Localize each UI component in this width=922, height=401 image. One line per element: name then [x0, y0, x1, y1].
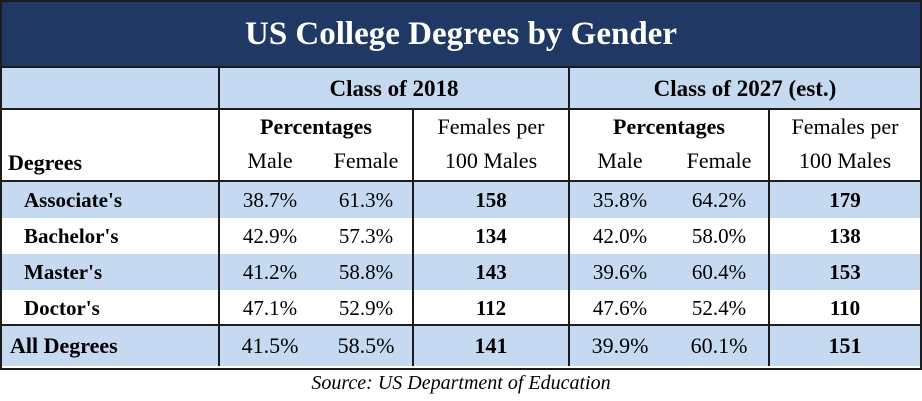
divider — [412, 326, 414, 366]
female-header-2027: Female — [686, 148, 752, 173]
divider — [218, 326, 220, 366]
female-2027: 58.0% — [691, 223, 747, 248]
divider — [218, 110, 220, 182]
divider — [218, 218, 220, 254]
fpm-header-2027-line1: Females per — [791, 114, 899, 139]
divider — [768, 218, 770, 254]
male-2018: 41.2% — [242, 259, 298, 284]
degree-label: Doctor's — [24, 295, 100, 320]
divider — [568, 68, 570, 110]
table-row: Doctor's 47.1% 52.9% 112 47.6% 52.4% 110 — [2, 290, 920, 326]
fpm-2018: 141 — [474, 333, 508, 358]
fpm-2018: 158 — [475, 187, 507, 212]
divider — [2, 108, 920, 110]
male-2018: 38.7% — [242, 187, 298, 212]
degree-label: All Degrees — [10, 333, 118, 358]
male-2018: 42.9% — [242, 223, 298, 248]
table-title: US College Degrees by Gender — [2, 2, 920, 68]
divider — [412, 218, 414, 254]
fpm-header-2018-line2: 100 Males — [444, 148, 538, 173]
divider — [568, 182, 570, 218]
male-2027: 35.8% — [592, 187, 648, 212]
divider — [568, 326, 570, 366]
divider — [768, 182, 770, 218]
divider — [218, 182, 220, 218]
divider — [218, 254, 220, 290]
degree-label: Bachelor's — [24, 223, 119, 248]
percentages-header-2018: Percentages — [260, 114, 372, 139]
fpm-2027: 153 — [829, 259, 861, 284]
fpm-2027: 179 — [829, 187, 861, 212]
class-2018-header: Class of 2018 — [329, 76, 459, 101]
divider — [2, 324, 920, 326]
divider — [218, 290, 220, 326]
divider — [568, 290, 570, 326]
female-2018: 57.3% — [338, 223, 394, 248]
total-row: All Degrees 41.5% 58.5% 141 39.9% 60.1% … — [2, 326, 920, 366]
divider — [412, 254, 414, 290]
fpm-header-2027-line2: 100 Males — [798, 148, 892, 173]
male-2018: 47.1% — [242, 295, 298, 320]
female-2027: 52.4% — [691, 295, 747, 320]
female-2018: 61.3% — [338, 187, 394, 212]
column-header-row: Degrees Percentages Male Female Females … — [2, 110, 920, 182]
divider — [568, 110, 570, 182]
divider — [768, 110, 770, 182]
percentages-header-2027: Percentages — [613, 114, 725, 139]
table-row: Bachelor's 42.9% 57.3% 134 42.0% 58.0% 1… — [2, 218, 920, 254]
divider — [412, 110, 414, 182]
male-2027: 47.6% — [592, 295, 648, 320]
fpm-2027: 110 — [829, 295, 861, 320]
divider — [412, 182, 414, 218]
female-header-2018: Female — [333, 148, 399, 173]
female-2027: 60.1% — [690, 333, 748, 358]
female-2027: 64.2% — [691, 187, 747, 212]
female-2018: 58.8% — [338, 259, 394, 284]
degree-label: Associate's — [24, 187, 122, 212]
fpm-header-2018-line1: Females per — [437, 114, 545, 139]
divider — [412, 290, 414, 326]
male-header-2018: Male — [247, 148, 293, 173]
degree-label: Master's — [24, 259, 103, 284]
fpm-2027: 151 — [828, 333, 862, 358]
female-2027: 60.4% — [691, 259, 747, 284]
table-row: Master's 41.2% 58.8% 143 39.6% 60.4% 153 — [2, 254, 920, 290]
male-2027: 39.6% — [592, 259, 648, 284]
divider — [2, 180, 920, 182]
divider — [768, 254, 770, 290]
table-row: Associate's 38.7% 61.3% 158 35.8% 64.2% … — [2, 182, 920, 218]
male-header-2027: Male — [597, 148, 643, 173]
fpm-2018: 143 — [475, 259, 507, 284]
divider — [568, 254, 570, 290]
male-2018: 41.5% — [241, 333, 299, 358]
fpm-2018: 112 — [475, 295, 507, 320]
male-2027: 39.9% — [591, 333, 649, 358]
female-2018: 52.9% — [338, 295, 394, 320]
divider — [768, 290, 770, 326]
male-2027: 42.0% — [592, 223, 648, 248]
fpm-2027: 138 — [829, 223, 861, 248]
degrees-header: Degrees — [8, 150, 83, 175]
divider — [768, 326, 770, 366]
female-2018: 58.5% — [337, 333, 395, 358]
source-note: Source: US Department of Education — [311, 372, 611, 394]
divider — [568, 218, 570, 254]
divider — [218, 68, 220, 110]
degrees-table: US College Degrees by Gender Class of 20… — [0, 0, 922, 370]
class-header-row: Class of 2018 Class of 2027 (est.) — [2, 68, 920, 110]
fpm-2018: 134 — [475, 223, 507, 248]
class-2027-header: Class of 2027 (est.) — [653, 76, 837, 101]
